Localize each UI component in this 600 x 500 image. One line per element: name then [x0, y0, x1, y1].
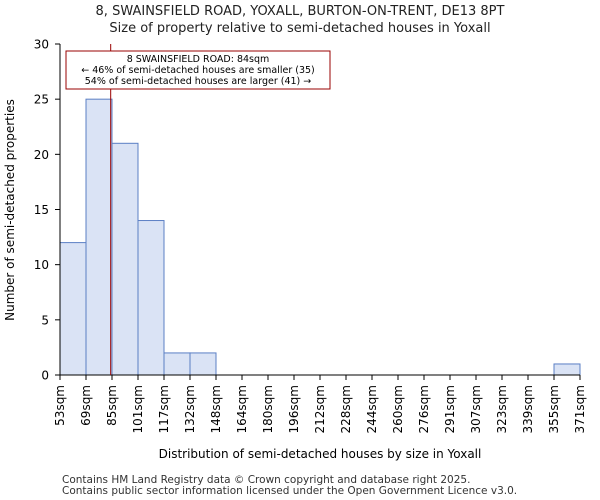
x-tick-label: 101sqm [131, 385, 145, 433]
x-axis-label: Distribution of semi-detached houses by … [159, 447, 482, 461]
bar-85sqm [111, 142, 139, 376]
y-tick-label: 0 [41, 369, 49, 383]
annotation-border [65, 50, 331, 90]
y-axis-label: Number of semi-detached properties [3, 99, 17, 321]
chart-title: 8, SWAINSFIELD ROAD, YOXALL, BURTON-ON-T… [95, 4, 505, 19]
x-tick-label: 148sqm [209, 385, 223, 433]
x-tick-label: 228sqm [339, 385, 353, 433]
x-tick-label: 53sqm [53, 385, 67, 426]
bar-53sqm [59, 242, 87, 376]
y-ticks-group: 0 5 10 15 20 25 30 [34, 38, 60, 383]
y-tick-label: 15 [34, 203, 49, 217]
x-tick-label: 339sqm [521, 385, 535, 433]
y-tick-label: 5 [41, 313, 49, 327]
x-tick-label: 132sqm [183, 385, 197, 433]
x-tick-label: 260sqm [391, 385, 405, 433]
bars-group [59, 98, 581, 376]
x-tick-label: 355sqm [547, 385, 561, 433]
y-tick-label: 20 [34, 148, 49, 162]
y-tick-label: 25 [34, 93, 49, 107]
x-tick-label: 196sqm [287, 385, 301, 433]
x-tick-label: 212sqm [313, 385, 327, 433]
x-tick-label: 85sqm [105, 385, 119, 426]
x-tick-label: 244sqm [365, 385, 379, 433]
y-tick-label: 10 [34, 258, 49, 272]
bar-101sqm [137, 220, 165, 376]
footer-line-2: Contains public sector information licen… [62, 485, 518, 497]
x-tick-label: 180sqm [261, 385, 275, 433]
annotation-box: 8 SWAINSFIELD ROAD: 84sqm ← 46% of semi-… [65, 50, 331, 90]
bar-355sqm [553, 363, 581, 376]
x-tick-label: 69sqm [79, 385, 93, 426]
x-tick-label: 276sqm [417, 385, 431, 433]
bar-132sqm [189, 352, 217, 376]
x-tick-label: 371sqm [573, 385, 587, 433]
bar-117sqm [163, 352, 191, 376]
annotation-line-2: ← 46% of semi-detached houses are smalle… [81, 65, 315, 76]
y-tick-label: 30 [34, 38, 49, 52]
x-tick-label: 307sqm [469, 385, 483, 433]
x-tick-label: 323sqm [495, 385, 509, 433]
chart-subtitle: Size of property relative to semi-detach… [109, 21, 491, 36]
footer-line-1: Contains HM Land Registry data © Crown c… [62, 474, 471, 486]
x-ticks-group: 53sqm 69sqm 85sqm 101sqm 117sqm 132sqm 148sqm 1… [53, 375, 587, 433]
annotation-line-1: 8 SWAINSFIELD ROAD: 84sqm [127, 54, 270, 65]
annotation-line-3: 54% of semi-detached houses are larger (… [85, 76, 312, 87]
x-tick-label: 117sqm [157, 385, 171, 433]
bar-69sqm [85, 98, 113, 376]
x-tick-label: 164sqm [235, 385, 249, 433]
x-tick-label: 291sqm [443, 385, 457, 433]
